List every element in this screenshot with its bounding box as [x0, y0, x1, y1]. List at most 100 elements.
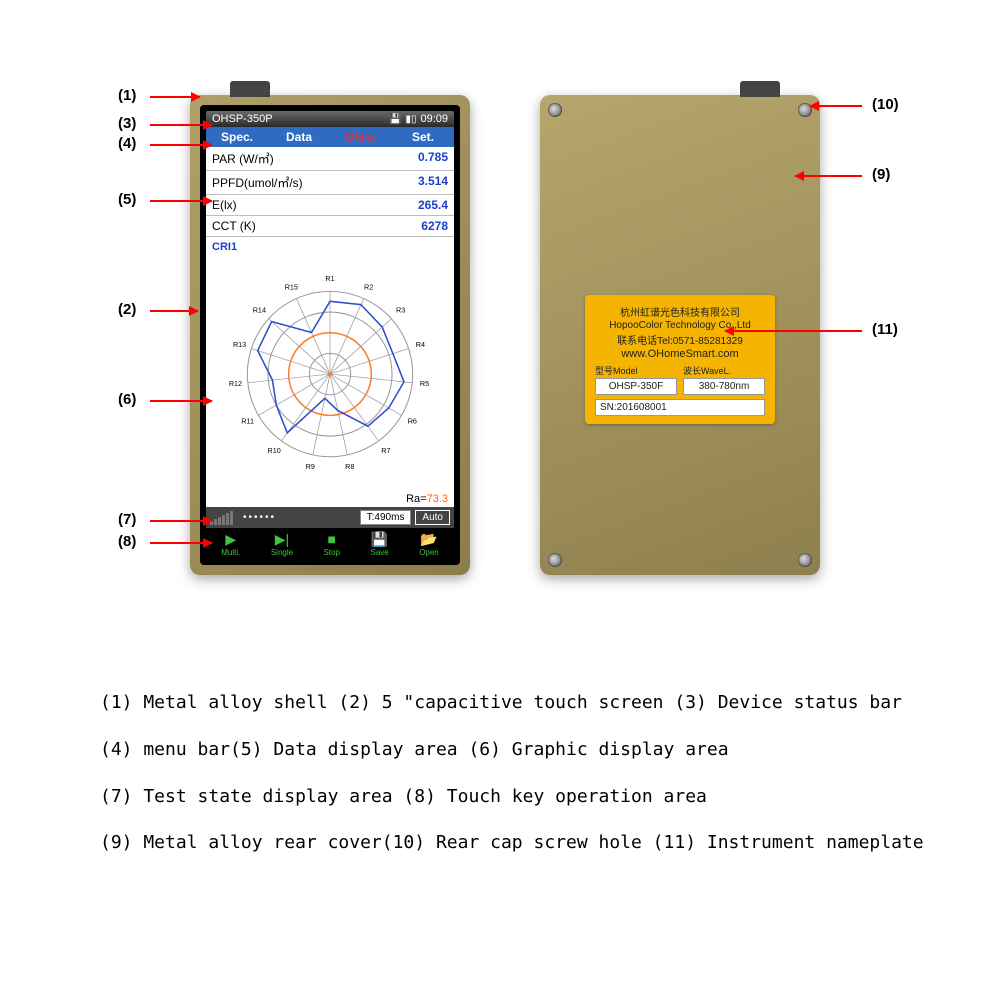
key-icon: 📂 [420, 532, 437, 546]
nameplate-company-cn: 杭州虹谱光色科技有限公司 [595, 304, 765, 319]
key-icon: ▶ [225, 532, 236, 546]
data-label: PPFD(umol/㎡/s) [212, 174, 303, 191]
data-row: PAR (W/㎡) 0.785 [206, 147, 454, 171]
touch-key-open[interactable]: 📂 Open [419, 532, 439, 557]
callout-5: (5) [118, 191, 136, 208]
callout-10: (10) [872, 96, 899, 113]
svg-text:R6: R6 [408, 417, 417, 426]
callout-11: (11) [872, 321, 898, 338]
arrow-8 [150, 542, 212, 544]
graphic-display-area: CRI1 R1R2R3R4R5R6R7R8R9R10R11R12R13R14R1… [206, 237, 454, 507]
status-time: 09:09 [420, 113, 448, 125]
arrow-1 [150, 96, 200, 98]
progress-dots: •••••• [243, 512, 276, 523]
nameplate-model-label: 型号Model [595, 364, 677, 377]
svg-text:R11: R11 [241, 417, 254, 426]
svg-text:R3: R3 [396, 306, 405, 315]
arrow-3 [150, 124, 212, 126]
integration-time: T:490ms [360, 510, 412, 525]
callout-6: (6) [118, 391, 136, 408]
svg-text:R2: R2 [364, 282, 373, 291]
key-label: Single [271, 548, 293, 557]
arrow-11 [725, 330, 862, 332]
svg-text:R4: R4 [416, 340, 425, 349]
svg-text:R7: R7 [381, 446, 390, 455]
data-row: E(lx) 265.4 [206, 195, 454, 216]
data-value: 265.4 [418, 198, 448, 212]
arrow-4 [150, 144, 212, 146]
tab-chro[interactable]: Chro. [330, 127, 392, 147]
screw-hole-icon [548, 103, 562, 117]
data-display-area: PAR (W/㎡) 0.785 PPFD(umol/㎡/s) 3.514 E(lx)… [206, 147, 454, 237]
svg-text:R13: R13 [233, 340, 246, 349]
tab-spec[interactable]: Spec. [206, 127, 268, 147]
key-label: Stop [324, 548, 340, 557]
legend-line: (7) Test state display area (8) Touch ke… [100, 774, 940, 821]
key-icon: 💾 [371, 532, 388, 546]
arrow-2 [150, 310, 198, 312]
callout-9: (9) [872, 166, 890, 183]
screw-hole-icon [548, 553, 562, 567]
callout-8: (8) [118, 533, 136, 550]
radar-chart: R1 R2 R3 R4 R5 R6 R7 R8 R9 R10 R11 R12 R13 R14 R15 [206, 237, 454, 507]
tab-data[interactable]: Data [268, 127, 330, 147]
key-label: Open [419, 548, 439, 557]
legend-line: (1) Metal alloy shell (2) 5 "capacitive … [100, 680, 940, 727]
battery-icon: ▮▯ [405, 114, 416, 125]
arrow-10 [810, 105, 862, 107]
ra-label: Ra=73.3 [406, 493, 448, 505]
callout-7: (7) [118, 511, 136, 528]
svg-text:R12: R12 [229, 379, 242, 388]
svg-text:R1: R1 [325, 274, 334, 283]
callout-3: (3) [118, 115, 136, 132]
device-front: OHSP-350P 💾 ▮▯ 09:09 Spec.DataChro.Set. … [190, 95, 470, 575]
test-state-area: •••••• T:490ms Auto [206, 507, 454, 528]
svg-text:R9: R9 [306, 462, 315, 471]
instrument-nameplate: 杭州虹谱光色科技有限公司 HopooColor Technology Co.,L… [585, 295, 775, 424]
nameplate-model-value: OHSP-350F [595, 378, 677, 395]
touch-key-stop[interactable]: ■Stop [324, 532, 340, 557]
svg-text:R15: R15 [285, 282, 298, 291]
data-row: CCT (K) 6278 [206, 216, 454, 237]
svg-text:R10: R10 [267, 446, 280, 455]
sd-icon: 💾 [389, 114, 401, 125]
nameplate-wave-value: 380-780nm [683, 378, 765, 395]
data-label: PAR (W/㎡) [212, 150, 274, 167]
key-label: Save [370, 548, 388, 557]
screw-hole-icon [798, 553, 812, 567]
status-right: 💾 ▮▯ 09:09 [389, 113, 448, 125]
callout-2: (2) [118, 301, 136, 318]
status-bar: OHSP-350P 💾 ▮▯ 09:09 [206, 111, 454, 127]
auto-toggle[interactable]: Auto [415, 510, 450, 525]
data-value: 0.785 [418, 150, 448, 167]
key-icon: ▶| [275, 532, 289, 546]
svg-text:R14: R14 [253, 306, 266, 315]
arrow-7 [150, 520, 212, 522]
svg-text:R5: R5 [420, 379, 429, 388]
arrow-6 [150, 400, 212, 402]
arrow-5 [150, 200, 212, 202]
touch-key-save[interactable]: 💾 Save [370, 532, 388, 557]
data-value: 3.514 [418, 174, 448, 191]
nameplate-sn: SN:201608001 [595, 399, 765, 416]
key-label: Multi. [221, 548, 240, 557]
touch-screen[interactable]: OHSP-350P 💾 ▮▯ 09:09 Spec.DataChro.Set. … [200, 105, 460, 565]
data-value: 6278 [421, 219, 448, 233]
tab-set[interactable]: Set. [392, 127, 454, 147]
data-label: CCT (K) [212, 219, 256, 233]
callout-4: (4) [118, 135, 136, 152]
signal-bars-icon [210, 511, 233, 525]
nameplate-wave-label: 波长WaveL. [683, 364, 765, 377]
touch-key-area: ▶ Multi. ▶| Single ■Stop 💾 Save 📂 Open [206, 528, 454, 559]
legend-line: (4) menu bar(5) Data display area (6) Gr… [100, 727, 940, 774]
data-label: E(lx) [212, 198, 237, 212]
touch-key-single[interactable]: ▶| Single [271, 532, 293, 557]
device-model: OHSP-350P [212, 113, 273, 125]
svg-text:R8: R8 [345, 462, 354, 471]
nameplate-phone: 联系电话Tel:0571-85281329 [595, 332, 765, 347]
menu-bar: Spec.DataChro.Set. [206, 127, 454, 147]
touch-key-multi[interactable]: ▶ Multi. [221, 532, 240, 557]
device-back: 杭州虹谱光色科技有限公司 HopooColor Technology Co.,L… [540, 95, 820, 575]
nameplate-website: www.OHomeSmart.com [595, 348, 765, 360]
arrow-9 [795, 175, 862, 177]
